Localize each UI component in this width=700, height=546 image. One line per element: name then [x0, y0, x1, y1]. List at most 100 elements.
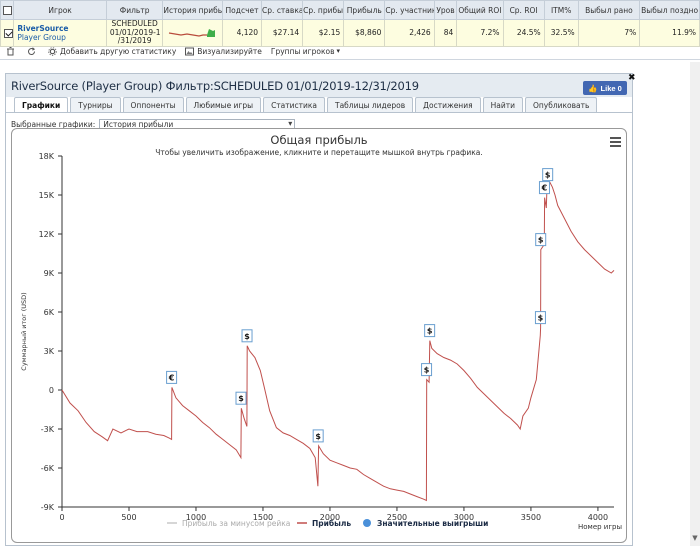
stats-table: Игрок Фильтр История прибыль Подсчет Ср.…	[0, 0, 700, 47]
level-cell: 84	[433, 19, 458, 47]
header-early-out[interactable]: Выбыл рано	[577, 0, 641, 20]
y-tick-label: 12K	[39, 230, 55, 239]
big-win-marker	[542, 168, 554, 182]
big-win-label: $	[545, 171, 551, 180]
tab-0[interactable]: Графики	[14, 97, 69, 112]
filter-line-1: SCHEDULED	[111, 19, 158, 28]
early-out-cell: 7%	[577, 19, 641, 47]
close-icon[interactable]: ✖	[628, 73, 636, 83]
profit-chart[interactable]: -9K -6K -3K 0 3K 6K 9K 12K 15K 18K 0 500 1000 1500 200…	[12, 129, 627, 543]
row-select-cell[interactable]	[0, 19, 15, 47]
big-win-marker	[421, 363, 433, 377]
visualize-label: Визуализируйте	[197, 46, 262, 56]
total-roi-cell: 7.2%	[456, 19, 504, 47]
x-tick-label: 3000	[454, 513, 474, 522]
big-win-marker	[424, 324, 436, 338]
header-avg-stake[interactable]: Ср. ставка	[261, 0, 304, 20]
header-late-out[interactable]: Выбыл поздно	[639, 0, 700, 20]
big-win-label: $	[427, 327, 433, 336]
tab-8[interactable]: Опубликовать	[524, 97, 598, 112]
big-win-marker	[534, 311, 546, 325]
header-filter[interactable]: Фильтр	[105, 0, 164, 20]
big-win-marker	[166, 370, 178, 384]
hamburger-menu-icon[interactable]	[610, 137, 621, 147]
tab-7[interactable]: Найти	[482, 97, 523, 112]
late-out-cell: 11.9%	[639, 19, 700, 47]
tab-3[interactable]: Любимые игры	[185, 97, 262, 112]
y-axis-title: Суммарный итог (USD)	[20, 292, 28, 370]
settings-icon	[48, 46, 57, 56]
refresh-button[interactable]	[27, 46, 39, 56]
x-tick-label: 4000	[588, 513, 608, 522]
header-avg-profit[interactable]: Ср. прибыль	[302, 0, 345, 20]
image-icon	[185, 47, 195, 55]
x-tick-label: 2000	[320, 513, 340, 522]
tab-1[interactable]: Турниры	[70, 97, 121, 112]
itm-cell: 32.5%	[543, 19, 579, 47]
row-checkbox[interactable]	[4, 28, 13, 38]
tab-4[interactable]: Статистика	[263, 97, 325, 112]
legend-label: Значительные выигрыши	[377, 519, 488, 528]
header-profit-history[interactable]: История прибыль	[162, 0, 223, 20]
table-row[interactable]: RiverSource Player Group SCHEDULED 01/01/2…	[0, 19, 700, 47]
scroll-down-icon[interactable]: ▼	[692, 534, 698, 542]
series-line-profit	[61, 180, 615, 502]
big-win-label: $	[538, 314, 544, 323]
tab-6[interactable]: Достижения	[415, 97, 481, 112]
header-level[interactable]: Уров	[433, 0, 458, 20]
filter-cell: SCHEDULED 01/01/2019-1/31/2019	[105, 19, 164, 47]
x-tick-label: 2500	[387, 513, 407, 522]
tab-2[interactable]: Оппоненты	[122, 97, 184, 112]
x-tick-label: 1000	[186, 513, 206, 522]
big-win-label: $	[238, 394, 244, 403]
player-group[interactable]: Player Group	[17, 32, 66, 42]
y-tick-label: 6K	[44, 308, 55, 317]
big-win-marker	[235, 391, 247, 405]
stats-panel: Игрок Фильтр История прибыль Подсчет Ср.…	[0, 0, 700, 60]
big-win-marker	[312, 429, 324, 443]
header-select[interactable]	[0, 0, 15, 20]
y-tick-label: -9K	[41, 503, 55, 512]
page-scrollbar[interactable]	[690, 62, 700, 546]
window-title: RiverSource (Player Group) Фильтр:SCHEDU…	[11, 79, 419, 93]
big-win-marker	[538, 181, 550, 195]
filter-line-3: /31/2019	[117, 36, 152, 45]
chevron-down-icon: ▾	[336, 47, 341, 55]
header-profit[interactable]: Прибыль	[343, 0, 386, 20]
count-cell: 4,120	[221, 19, 263, 47]
player-groups-label: Группы игроков	[270, 46, 335, 56]
stats-toolbar: Добавить другую статистику Визуализируйт…	[0, 43, 700, 59]
header-count[interactable]: Подсчет	[221, 0, 263, 20]
visualize-button[interactable]: Визуализируйте	[185, 47, 262, 56]
player-name[interactable]: RiverSource	[17, 23, 69, 33]
add-stats-button[interactable]: Добавить другую статистику	[48, 47, 176, 56]
player-cell[interactable]: RiverSource Player Group	[13, 19, 107, 47]
big-win-label: $	[315, 432, 321, 441]
x-tick-label: 500	[121, 513, 136, 522]
big-win-label: $	[424, 366, 430, 375]
facebook-like-button[interactable]: 👍 Like 0	[583, 81, 627, 95]
avg-stake-cell: $27.14	[261, 19, 304, 47]
big-win-marker	[535, 233, 547, 247]
header-player[interactable]: Игрок	[13, 0, 107, 20]
stats-header-row: Игрок Фильтр История прибыль Подсчет Ср.…	[0, 0, 700, 20]
filter-line-2: 01/01/2019-1	[109, 27, 161, 37]
y-tick-label: 9K	[44, 269, 55, 278]
delete-button[interactable]	[6, 46, 18, 56]
selected-charts-label: Выбранные графики:	[11, 120, 96, 129]
tab-5[interactable]: Таблицы лидеров	[327, 97, 414, 112]
y-tick-label: -6K	[41, 464, 55, 473]
header-avg-entrants[interactable]: Ср. участник	[384, 0, 435, 20]
player-groups-dropdown[interactable]: Группы игроков ▾	[271, 47, 340, 56]
thumbs-up-icon: 👍	[588, 83, 598, 93]
refresh-icon	[28, 46, 36, 55]
select-all-checkbox[interactable]	[2, 5, 12, 15]
profit-history-cell[interactable]	[162, 19, 223, 47]
header-itm[interactable]: ITM%	[543, 0, 579, 20]
big-win-label: €	[168, 373, 175, 382]
header-avg-roi[interactable]: Ср. ROI	[502, 0, 545, 20]
header-total-roi[interactable]: Общий ROI	[456, 0, 504, 20]
x-axis-title: Номер игры	[578, 523, 622, 531]
profit-sparkline[interactable]	[167, 26, 219, 40]
add-stats-label: Добавить другую статистику	[60, 46, 177, 56]
